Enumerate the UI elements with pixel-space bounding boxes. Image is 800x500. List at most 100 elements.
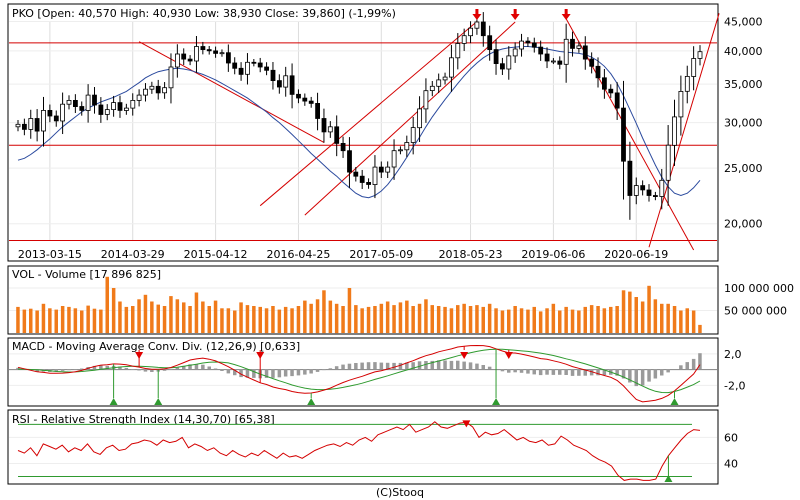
macd-histogram-bar bbox=[672, 369, 677, 370]
macd-histogram-bar bbox=[398, 362, 403, 370]
volume-bar bbox=[29, 308, 33, 333]
macd-histogram-bar bbox=[175, 367, 180, 370]
volume-bar bbox=[201, 301, 205, 333]
macd-histogram-bar bbox=[596, 369, 600, 376]
price-candle-body bbox=[366, 181, 372, 185]
macd-histogram-bar bbox=[35, 369, 39, 372]
price-y-tick-label: 35,000 bbox=[724, 78, 763, 91]
volume-y-tick-label: 50 000 000 bbox=[724, 305, 787, 318]
volume-bar bbox=[532, 306, 536, 333]
macd-histogram-bar bbox=[379, 362, 384, 370]
volume-bar bbox=[220, 308, 224, 334]
price-candle-body bbox=[544, 53, 550, 62]
price-candle-body bbox=[85, 94, 91, 111]
volume-bar bbox=[564, 306, 568, 333]
macd-histogram-bar bbox=[80, 368, 84, 370]
price-candle-body bbox=[257, 62, 263, 68]
macd-histogram-bar bbox=[373, 362, 377, 370]
price-candle-body bbox=[308, 100, 314, 104]
volume-bar bbox=[303, 300, 307, 333]
macd-histogram-bar bbox=[653, 369, 658, 379]
price-candle-body bbox=[353, 171, 359, 177]
volume-bar bbox=[309, 303, 313, 334]
volume-bar bbox=[609, 306, 613, 333]
volume-bar bbox=[634, 297, 638, 333]
macd-histogram-bar bbox=[417, 361, 422, 370]
macd-histogram-bar bbox=[513, 369, 517, 373]
macd-histogram-bar bbox=[73, 369, 78, 370]
price-candle-body bbox=[276, 80, 282, 88]
price-candle-body bbox=[334, 126, 340, 144]
volume-bar bbox=[258, 306, 262, 333]
volume-bar bbox=[213, 300, 218, 333]
macd-histogram-bar bbox=[220, 369, 224, 371]
price-candle-body bbox=[576, 45, 582, 49]
price-y-tick-label: 45,000 bbox=[724, 15, 763, 28]
price-x-tick-label: 2014-03-29 bbox=[101, 248, 165, 261]
macd-histogram-bar bbox=[615, 369, 619, 376]
macd-histogram-bar bbox=[213, 368, 218, 370]
macd-histogram-bar bbox=[621, 369, 626, 379]
macd-histogram-bar bbox=[532, 369, 536, 375]
macd-y-tick-label: -2,0 bbox=[724, 379, 745, 392]
macd-histogram-bar bbox=[475, 363, 479, 370]
volume-bar bbox=[538, 311, 543, 333]
macd-histogram-bar bbox=[124, 367, 129, 370]
volume-bar bbox=[621, 290, 626, 334]
macd-sell-triangle bbox=[504, 352, 513, 359]
macd-histogram-bar bbox=[583, 369, 587, 376]
volume-bar bbox=[475, 305, 479, 333]
macd-panel-title: MACD - Moving Average Conv. Div. (12,26,… bbox=[12, 340, 300, 353]
volume-bar bbox=[334, 303, 339, 334]
macd-y-tick-label: 2,0 bbox=[724, 348, 742, 361]
price-candle-body bbox=[117, 102, 123, 111]
price-candle-body bbox=[602, 77, 607, 90]
volume-bar bbox=[80, 310, 84, 333]
macd-histogram-bar bbox=[252, 369, 256, 378]
price-candle-body bbox=[640, 185, 646, 191]
price-candle-body bbox=[468, 27, 474, 37]
price-candle-body bbox=[15, 123, 21, 128]
volume-bar bbox=[16, 306, 20, 333]
volume-bar bbox=[679, 310, 683, 333]
volume-bar bbox=[60, 306, 65, 333]
price-panel: PKO [Open: 40,570 High: 40,930 Low: 38,9… bbox=[7, 3, 763, 262]
price-x-tick-label: 2020-06-19 bbox=[604, 248, 668, 261]
price-candle-body bbox=[372, 166, 378, 186]
volume-bar bbox=[137, 299, 141, 334]
volume-bar bbox=[252, 306, 256, 333]
volume-panel-title: VOL - Volume [17 896 825] bbox=[12, 268, 161, 281]
price-candle-body bbox=[570, 38, 575, 49]
macd-histogram-bar bbox=[685, 362, 689, 370]
macd-histogram-bar bbox=[162, 369, 167, 371]
volume-bar bbox=[507, 309, 511, 333]
price-candle-body bbox=[60, 103, 65, 122]
volume-bar bbox=[385, 301, 390, 333]
macd-histogram-bar bbox=[558, 369, 562, 375]
volume-bar bbox=[290, 308, 294, 334]
price-candle-body bbox=[448, 57, 454, 78]
volume-bar bbox=[545, 308, 549, 334]
price-candle-body bbox=[47, 110, 53, 117]
volume-bar bbox=[73, 308, 78, 334]
macd-buy-triangle bbox=[492, 398, 501, 405]
volume-bar bbox=[519, 308, 524, 334]
macd-histogram-bar bbox=[99, 365, 103, 370]
volume-bar bbox=[647, 285, 651, 334]
volume-bar bbox=[430, 305, 434, 333]
volume-bar bbox=[551, 303, 556, 334]
macd-histogram-bar bbox=[507, 369, 511, 373]
price-x-tick-label: 2013-03-15 bbox=[18, 248, 82, 261]
price-candle-body bbox=[697, 51, 703, 59]
macd-histogram-bar bbox=[411, 362, 415, 370]
volume-bar bbox=[494, 308, 498, 334]
volume-bar bbox=[277, 309, 282, 333]
macd-histogram-bar bbox=[481, 365, 485, 370]
volume-panel: VOL - Volume [17 896 825] 50 000 000 100 … bbox=[7, 265, 794, 335]
volume-bar bbox=[315, 299, 320, 334]
volume-bar bbox=[698, 324, 702, 333]
volume-bar bbox=[131, 306, 135, 333]
price-candle-body bbox=[385, 166, 391, 173]
volume-bar bbox=[99, 309, 103, 333]
price-candle-body bbox=[238, 67, 244, 75]
